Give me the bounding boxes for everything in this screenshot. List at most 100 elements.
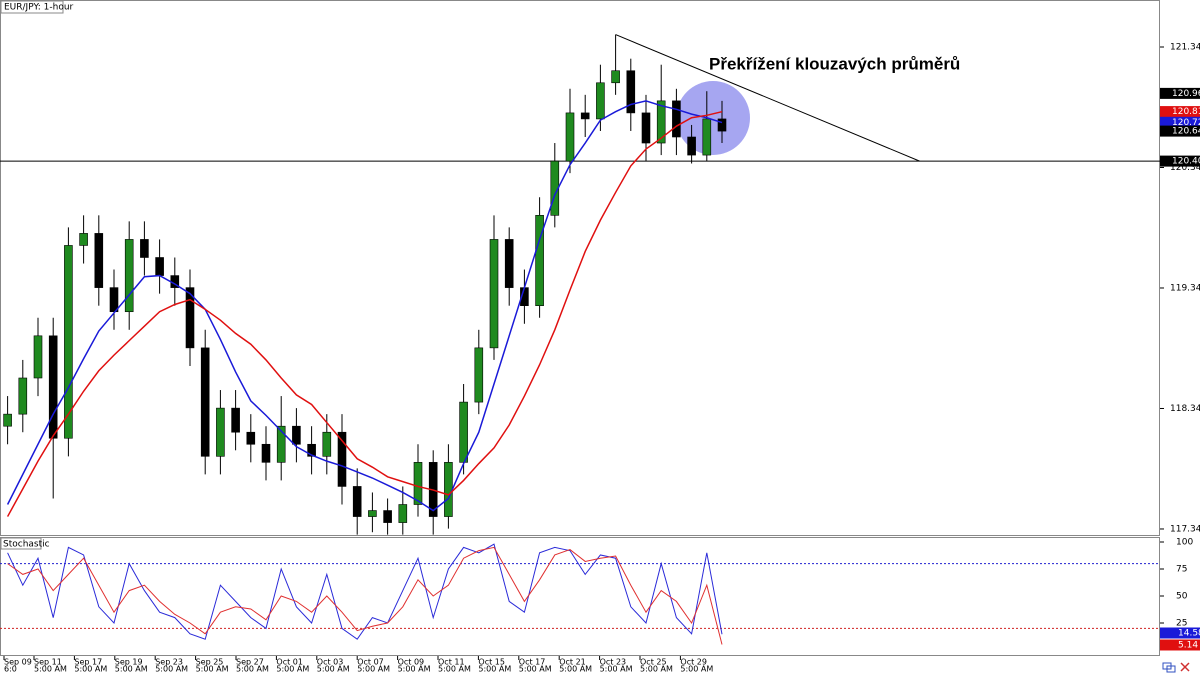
candle-body	[33, 335, 43, 379]
x-tick-label: Oct 23	[600, 658, 627, 667]
stoch-frame	[0, 537, 1160, 656]
cross-highlight	[676, 81, 750, 155]
x-tick-label: Sep 17	[74, 658, 102, 667]
stoch-title: Stochastic	[3, 540, 50, 550]
candle-body	[155, 257, 164, 276]
candle-body	[626, 70, 636, 114]
candle-body	[216, 407, 225, 457]
candle-body	[611, 70, 620, 84]
y-tick-label: 120.347	[1170, 163, 1200, 173]
price-label: 120.722	[1172, 118, 1200, 128]
candle-body	[185, 287, 195, 349]
x-tick-label: 5:00 AM	[478, 665, 511, 674]
price-label-box	[1160, 106, 1200, 118]
candle-body	[352, 486, 362, 517]
x-tick-label: Oct 11	[438, 658, 465, 667]
candle-body	[444, 462, 453, 517]
candle-body	[580, 112, 590, 120]
candle-body	[231, 407, 240, 433]
moving-average	[6, 110, 723, 517]
price-label-box	[1160, 87, 1200, 99]
candle-body	[48, 335, 58, 439]
candle-body	[94, 233, 104, 288]
price-label-box	[1160, 125, 1200, 137]
candle-body	[413, 462, 423, 505]
x-tick-label: 5:00 AM	[196, 665, 229, 674]
stoch-line	[7, 546, 723, 645]
value-label-box	[1160, 627, 1200, 639]
y-tick-label: 121.347	[1170, 42, 1200, 52]
candle-body	[64, 245, 73, 439]
x-tick-label: 5:00 AM	[438, 665, 471, 674]
price-label-box	[1160, 116, 1200, 128]
x-tick-label: 5:00 AM	[600, 665, 633, 674]
candle-body	[474, 347, 484, 403]
candle-body	[261, 443, 271, 463]
trendline	[615, 34, 920, 162]
x-tick-label: Sep 27	[236, 658, 264, 667]
candle-body	[383, 510, 392, 523]
price-label: 120.649	[1172, 127, 1200, 137]
candle-body	[672, 100, 681, 138]
x-tick-label: Oct 21	[559, 658, 586, 667]
y-tick-label: 118.347	[1170, 404, 1200, 414]
candle-body	[459, 401, 468, 463]
candle-body	[337, 431, 347, 487]
value-label: 5.14	[1178, 641, 1198, 651]
x-tick-label: 5:00 AM	[276, 665, 309, 674]
x-tick-label: 5:00 AM	[74, 665, 107, 674]
candle-body	[246, 431, 256, 445]
x-tick-label: Oct 25	[640, 658, 667, 667]
x-tick-label: Oct 09	[398, 658, 425, 667]
candle-body	[596, 82, 605, 120]
x-tick-label: Oct 01	[276, 658, 303, 667]
x-tick-label: Sep 23	[155, 658, 183, 667]
y-tick-label: 119.347	[1170, 283, 1200, 293]
value-label-box	[1160, 639, 1200, 651]
candle-body	[140, 239, 149, 258]
chart-title: EUR/JPY: 1-hour	[4, 3, 74, 13]
candle-body	[398, 504, 408, 523]
price-label: 120.962	[1172, 89, 1200, 99]
x-tick-label: 5:00 AM	[34, 665, 67, 674]
candle-body	[307, 443, 316, 457]
price-label: 120.400	[1172, 157, 1200, 167]
candle-body	[565, 112, 575, 162]
price-label: 120.811	[1172, 107, 1200, 117]
x-tick-label: Oct 07	[357, 658, 384, 667]
candle-body	[717, 118, 727, 132]
x-tick-label: 5:00 AM	[559, 665, 592, 674]
candle-body	[687, 136, 696, 156]
x-tick-label: 5:00 AM	[519, 665, 552, 674]
candle-body	[200, 347, 210, 457]
y-tick-label: 117.347	[1170, 524, 1200, 534]
x-tick-label: Sep 25	[196, 658, 224, 667]
candle-body	[109, 287, 119, 313]
candle-body	[18, 377, 28, 415]
y-tick-label: 75	[1176, 565, 1187, 575]
y-tick-label: 50	[1176, 592, 1188, 602]
candle-body	[489, 239, 499, 349]
candle-body	[656, 100, 666, 144]
x-tick-label: 5:00 AM	[357, 665, 390, 674]
candle-body	[124, 239, 134, 313]
main-frame	[0, 0, 1160, 536]
candle-body	[3, 413, 12, 427]
candle-body	[368, 510, 377, 517]
footer-icons	[1162, 662, 1190, 673]
value-label: 14.58	[1178, 629, 1200, 639]
title-box	[0, 0, 64, 14]
x-tick-label: 5:00 AM	[640, 665, 673, 674]
x-tick-label: Oct 15	[478, 658, 505, 667]
annotation: Překřížení klouzavých průměrů	[709, 54, 960, 73]
x-tick-label: 5:00 AM	[317, 665, 350, 674]
x-tick-label: 5:00 AM	[115, 665, 148, 674]
x-tick-label: Oct 03	[317, 658, 344, 667]
candle-body	[641, 112, 651, 144]
x-tick-label: Sep 11	[34, 658, 62, 667]
x-tick-label: Sep 09	[4, 658, 32, 667]
candle-body	[276, 425, 286, 463]
y-tick-label: 100	[1176, 538, 1193, 548]
x-tick-label: 5:00 AM	[155, 665, 188, 674]
